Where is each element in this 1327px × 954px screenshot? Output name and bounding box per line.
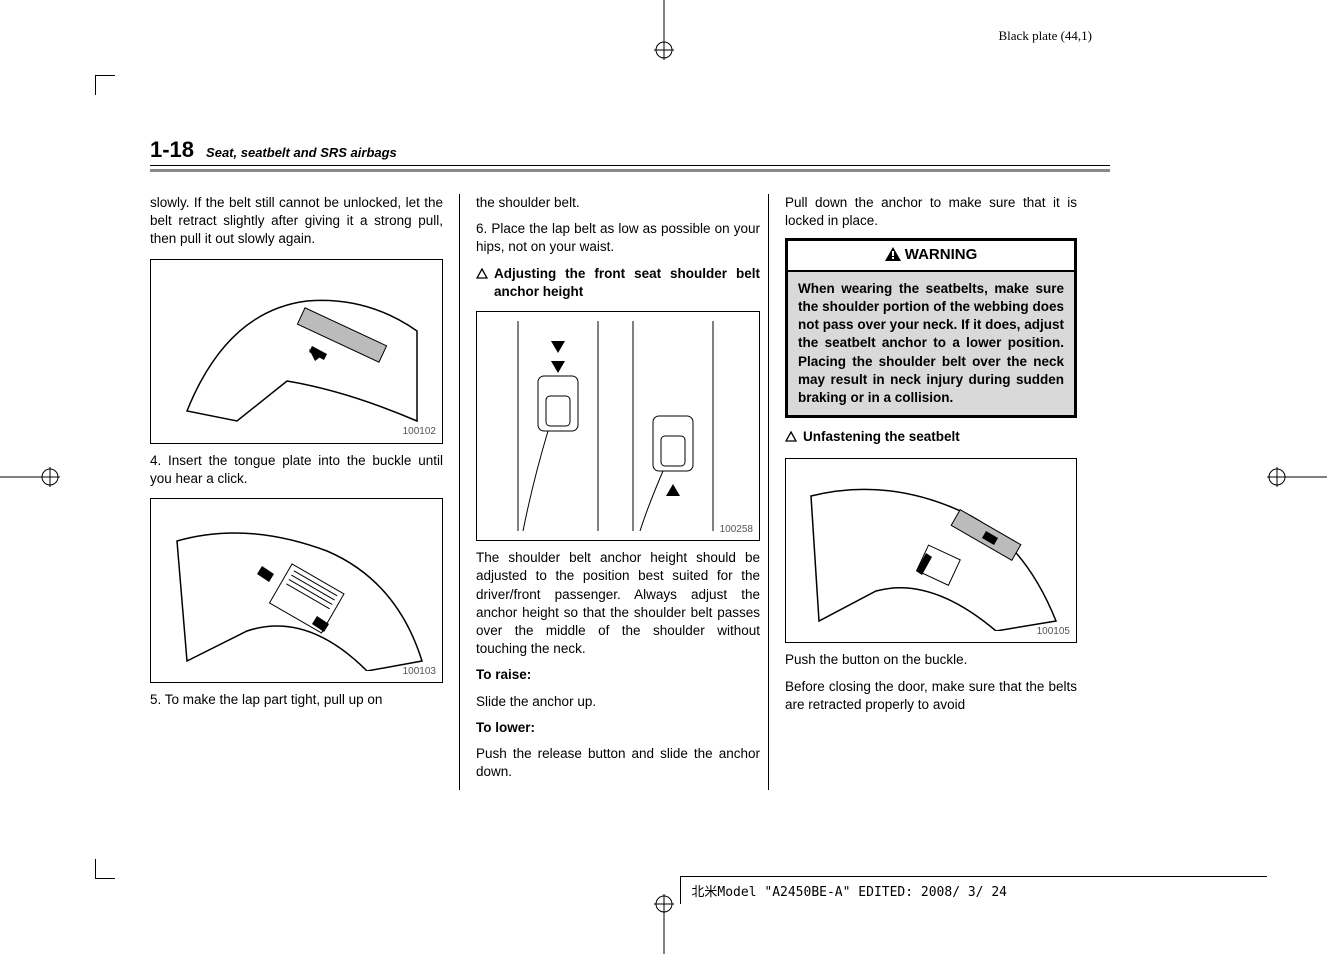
unfasten-illustration <box>801 471 1061 631</box>
page-number: 1-18 <box>150 137 194 163</box>
body-text: To raise: <box>476 666 760 684</box>
figure-id: 100102 <box>403 425 436 439</box>
seatbelt-pull-illustration <box>167 271 427 431</box>
body-text: 6. Place the lap belt as low as possible… <box>476 220 760 256</box>
column-3: Pull down the anchor to make sure that i… <box>768 194 1077 790</box>
figure: 100258 <box>476 311 760 541</box>
body-text: 4. Insert the tongue plate into the buck… <box>150 452 443 488</box>
page-title: Seat, seatbelt and SRS airbags <box>206 145 397 160</box>
body-text: To lower: <box>476 719 760 737</box>
buckle-insert-illustration <box>167 511 427 671</box>
body-text: 5. To make the lap part tight, pull up o… <box>150 691 443 709</box>
warning-icon <box>885 247 901 261</box>
warning-body: When wearing the seatbelts, make sure th… <box>788 272 1074 416</box>
triangle-icon <box>785 430 797 448</box>
warning-label: WARNING <box>905 246 978 263</box>
column-2: the shoulder belt. 6. Place the lap belt… <box>459 194 768 790</box>
crop-mark-right <box>1267 457 1327 497</box>
figure-id: 100258 <box>720 523 753 537</box>
figure: 100103 <box>150 498 443 683</box>
body-text: Pull down the anchor to make sure that i… <box>785 194 1077 230</box>
warning-box: WARNING When wearing the seatbelts, make… <box>785 238 1077 418</box>
warning-header: WARNING <box>788 241 1074 271</box>
anchor-height-illustration <box>478 321 758 531</box>
label: To raise: <box>476 667 531 682</box>
corner-mark <box>95 75 115 95</box>
triangle-icon <box>476 267 488 285</box>
figure-id: 100105 <box>1037 625 1070 639</box>
body-text: The shoulder belt anchor height should b… <box>476 549 760 658</box>
body-text: Push the release button and slide the an… <box>476 745 760 781</box>
figure: 100102 <box>150 259 443 444</box>
crop-mark-bottom <box>644 894 684 954</box>
body-text: Push the button on the buckle. <box>785 651 1077 669</box>
subheading: Unfastening the seatbelt <box>785 428 1077 448</box>
plate-info: Black plate (44,1) <box>999 28 1093 44</box>
page-header: 1-18 Seat, seatbelt and SRS airbags <box>150 137 1110 166</box>
subheading: Adjusting the front seat shoulder belt a… <box>476 265 760 301</box>
body-text: Before closing the door, make sure that … <box>785 678 1077 714</box>
subheading-text: Adjusting the front seat shoulder belt a… <box>494 265 760 301</box>
columns: slowly. If the belt still cannot be unlo… <box>150 194 1110 790</box>
page-content: 1-18 Seat, seatbelt and SRS airbags slow… <box>150 137 1110 790</box>
label: To lower: <box>476 720 535 735</box>
header-rule <box>150 169 1110 172</box>
body-text: the shoulder belt. <box>476 194 760 212</box>
column-1: slowly. If the belt still cannot be unlo… <box>150 194 459 790</box>
footer-box: 北米Model "A2450BE-A" EDITED: 2008/ 3/ 24 <box>680 876 1267 904</box>
corner-mark <box>95 859 115 879</box>
body-text: Slide the anchor up. <box>476 693 760 711</box>
figure: 100105 <box>785 458 1077 643</box>
subheading-text: Unfastening the seatbelt <box>803 428 960 446</box>
figure-id: 100103 <box>403 665 436 679</box>
crop-mark-left <box>0 457 60 497</box>
crop-mark-top <box>644 0 684 60</box>
body-text: slowly. If the belt still cannot be unlo… <box>150 194 443 249</box>
